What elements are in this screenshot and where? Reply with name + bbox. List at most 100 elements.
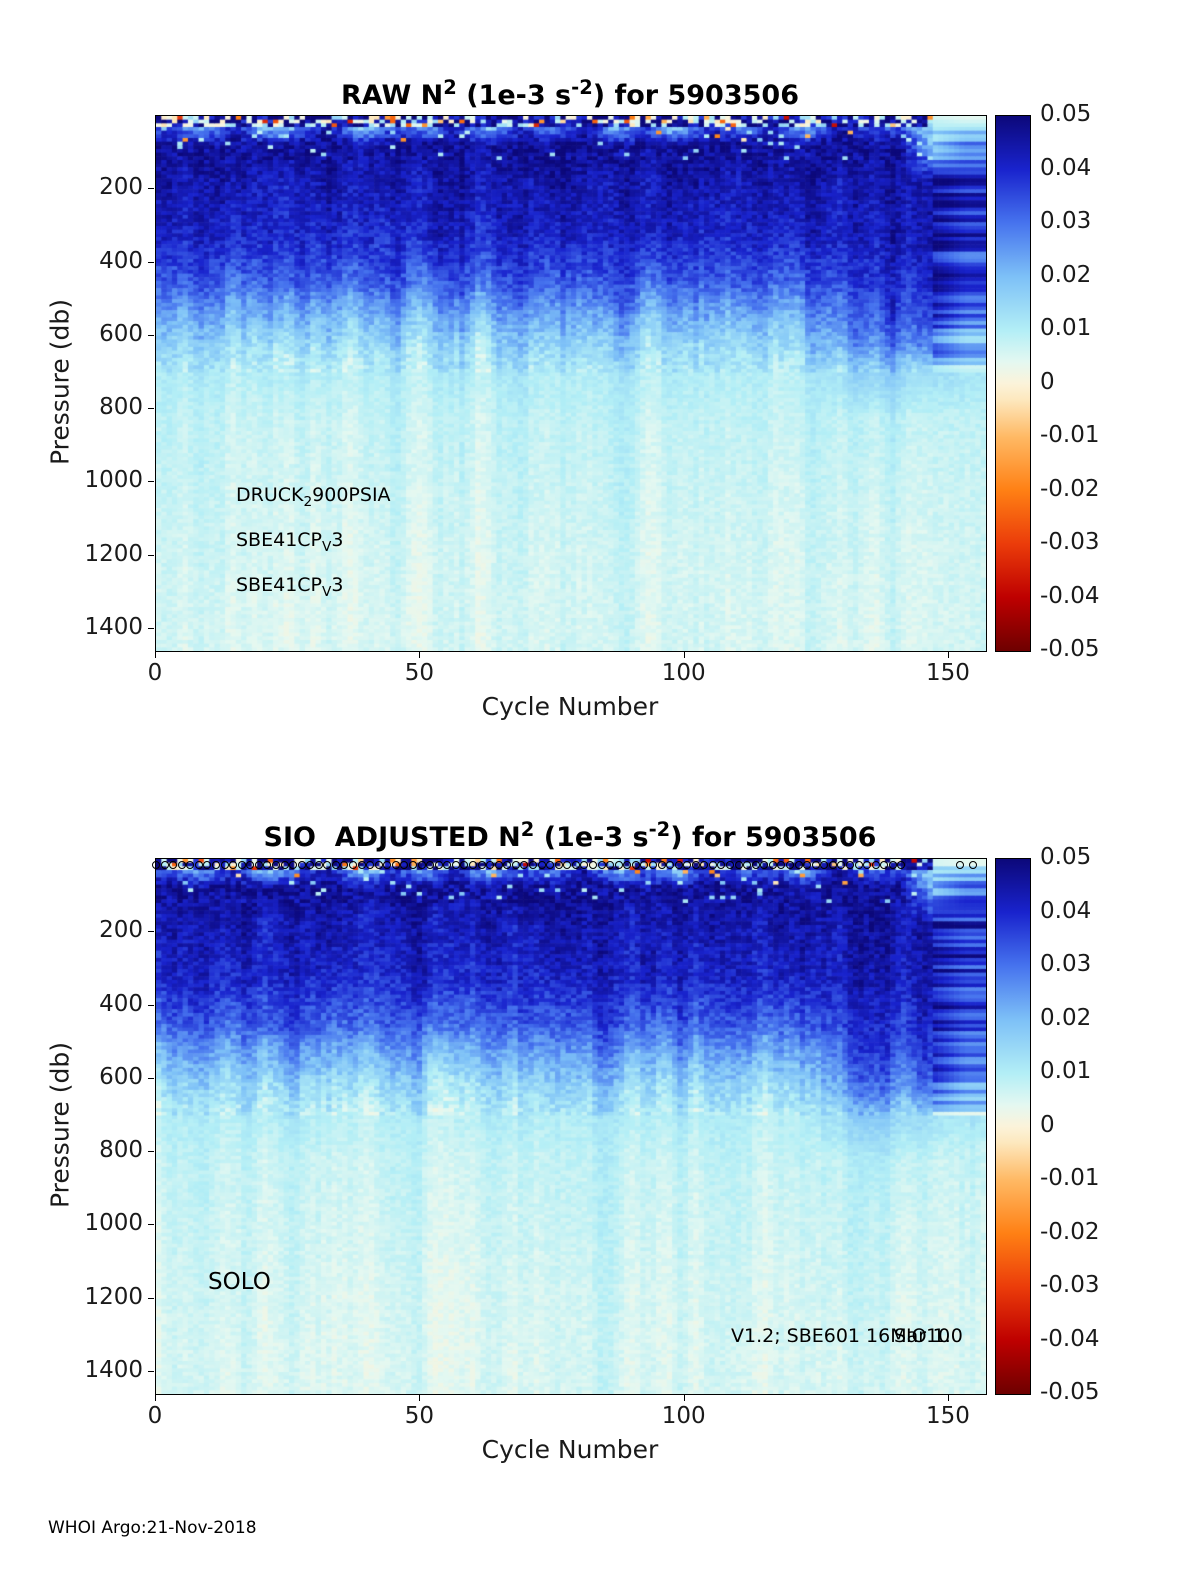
- profile-marker: [289, 861, 298, 869]
- profile-marker: [511, 861, 520, 869]
- sensor-subscript: 2: [303, 493, 313, 510]
- raw-colorbar: [995, 115, 1031, 652]
- x-tick-mark: [947, 652, 949, 658]
- colorbar-tick-label: -0.04: [1040, 582, 1100, 609]
- profile-marker: [426, 861, 435, 869]
- profile-marker: [306, 861, 315, 869]
- profile-marker: [503, 861, 512, 869]
- sensor-text: 3: [331, 574, 344, 596]
- raw-heatmap-canvas: [156, 116, 986, 651]
- profile-marker: [666, 861, 675, 869]
- profile-marker: [340, 861, 349, 869]
- profile-marker: [803, 861, 812, 869]
- title-superscript: -2: [648, 818, 671, 841]
- profile-marker: [580, 861, 589, 869]
- x-tick-mark: [155, 1395, 156, 1401]
- colorbar-tick-label: 0.05: [1040, 844, 1092, 870]
- y-tick-label: 200: [99, 917, 143, 944]
- colorbar-tick-label: 0.05: [1040, 101, 1092, 127]
- profile-marker: [314, 861, 323, 869]
- y-tick-mark: [148, 334, 154, 336]
- y-tick-mark: [148, 1224, 154, 1226]
- x-tick-label: 150: [926, 1403, 970, 1429]
- profile-marker: [160, 861, 169, 869]
- y-tick-label: 200: [99, 174, 143, 201]
- x-tick-mark: [419, 1395, 421, 1401]
- y-tick-mark: [148, 1004, 154, 1006]
- title-text: SIO ADJUSTED N: [263, 822, 521, 853]
- profile-marker: [186, 861, 195, 869]
- y-tick-label: 1400: [84, 1357, 143, 1383]
- colorbar-tick-label: -0.01: [1040, 422, 1100, 448]
- x-tick-label: 150: [926, 660, 970, 686]
- y-tick-mark: [148, 1077, 154, 1079]
- y-tick-mark: [148, 1371, 154, 1372]
- profile-marker: [631, 861, 640, 869]
- colorbar-tick-label: 0.01: [1040, 315, 1092, 341]
- y-tick-label: 400: [99, 990, 143, 1017]
- y-tick-mark: [148, 554, 154, 556]
- profile-marker: [477, 861, 486, 869]
- profile-marker: [768, 861, 777, 869]
- profile-marker: [760, 861, 769, 869]
- y-tick-label: 1400: [84, 614, 143, 640]
- y-tick-label: 1200: [84, 1283, 143, 1310]
- profile-marker: [623, 861, 632, 869]
- profile-marker: [177, 861, 186, 869]
- colorbar-tick-label: 0.03: [1040, 951, 1092, 977]
- y-tick-mark: [148, 261, 154, 263]
- sensor-text: 900PSIA: [312, 484, 391, 506]
- profile-marker: [237, 861, 246, 869]
- colorbar-tick-label: -0.04: [1040, 1325, 1100, 1352]
- x-tick-mark: [947, 1395, 949, 1401]
- x-tick-label: 50: [404, 1403, 434, 1429]
- profile-marker: [366, 861, 375, 869]
- profile-marker: [297, 861, 306, 869]
- footer-timestamp: WHOI Argo:21-Nov-2018: [48, 1518, 257, 1538]
- y-tick-label: 600: [99, 320, 143, 347]
- profile-marker: [691, 861, 700, 869]
- profile-marker: [837, 861, 846, 869]
- y-tick-label: 600: [99, 1063, 143, 1090]
- profile-marker: [520, 861, 529, 869]
- y-tick-label: 400: [99, 247, 143, 274]
- y-tick-label: 1000: [84, 1210, 143, 1237]
- profile-marker: [683, 861, 692, 869]
- profile-marker: [280, 861, 289, 869]
- profile-marker: [203, 861, 212, 869]
- y-tick-mark: [148, 481, 154, 483]
- y-tick-label: 800: [99, 1137, 143, 1164]
- profile-marker: [640, 861, 649, 869]
- profile-marker: [648, 861, 657, 869]
- adjusted-heatmap-frame: SOLO V1.2; SBE601 16Mar10 SIO 1.0: [152, 858, 987, 1395]
- colorbar-tick-label: -0.03: [1040, 1272, 1100, 1298]
- profile-marker: [486, 861, 495, 869]
- title-text: (1e-3 s: [456, 80, 572, 111]
- profile-marker: [563, 861, 572, 869]
- x-tick-mark: [683, 652, 685, 658]
- profile-marker: [880, 861, 889, 869]
- profile-marker: [597, 861, 606, 869]
- profile-marker: [229, 861, 238, 869]
- profile-marker: [434, 861, 443, 869]
- title-text: RAW N: [341, 80, 444, 111]
- profile-marker: [700, 861, 709, 869]
- profile-marker: [588, 861, 597, 869]
- raw-x-axis-label: Cycle Number: [481, 692, 659, 721]
- profile-marker: [657, 861, 666, 869]
- profile-marker: [331, 861, 340, 869]
- profile-marker: [863, 861, 872, 869]
- profile-marker: [955, 861, 964, 869]
- y-tick-label: 1200: [84, 540, 143, 567]
- profile-marker: [794, 861, 803, 869]
- profile-marker: [734, 861, 743, 869]
- profile-marker: [469, 861, 477, 869]
- sensor-text: 3: [331, 529, 344, 551]
- title-text: ) for 5903506: [592, 80, 799, 111]
- y-tick-mark: [148, 408, 154, 410]
- title-superscript: -2: [571, 76, 593, 99]
- platform-annotation: SOLO: [208, 1269, 271, 1295]
- sensor-subscript: V: [322, 583, 332, 600]
- profile-marker: [854, 861, 863, 869]
- colorbar-tick-label: 0.02: [1040, 261, 1092, 288]
